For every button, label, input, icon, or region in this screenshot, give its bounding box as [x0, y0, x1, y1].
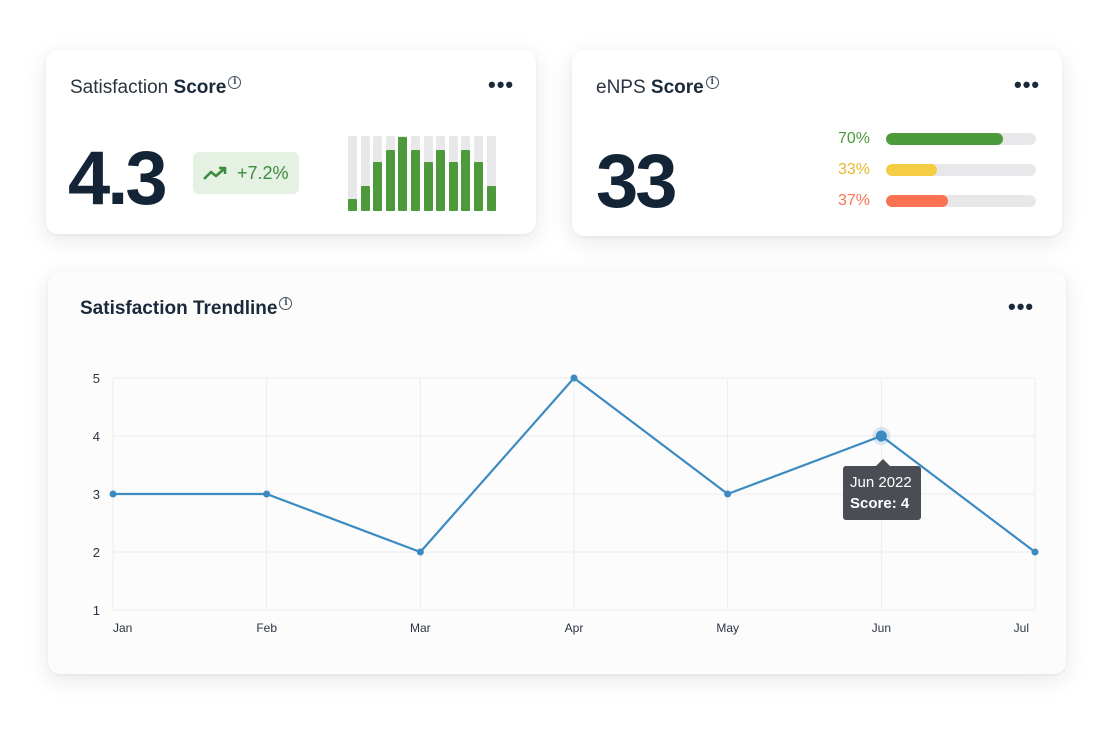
- data-point: [263, 490, 271, 498]
- y-tick-label: 3: [93, 487, 100, 502]
- enps-bar-track: [886, 195, 1036, 207]
- title-prefix: eNPS: [596, 77, 646, 98]
- mini-bar-fill: [448, 161, 458, 211]
- mini-bar-fill: [461, 149, 471, 211]
- y-tick-label: 1: [93, 603, 100, 618]
- enps-bar-fill: [886, 133, 1003, 145]
- satisfaction-score-title: Satisfaction Score i: [70, 76, 242, 99]
- mini-bar: [486, 136, 496, 211]
- enps-score-card: eNPS Score i ••• 33 70% 33% 37%: [572, 50, 1062, 236]
- change-badge: +7.2%: [193, 152, 299, 194]
- data-point: [570, 374, 578, 382]
- more-options-icon[interactable]: •••: [1014, 72, 1041, 97]
- data-point: [416, 548, 424, 556]
- trendline-chart: 1 2 3 4 5 Jan Feb Mar Apr May Jun Jul: [93, 371, 1039, 635]
- mini-bar-fill: [398, 136, 408, 211]
- mini-bar: [461, 136, 471, 211]
- mini-bar: [410, 136, 420, 211]
- x-tick-label: Jun: [872, 621, 891, 635]
- tooltip-date: Jun 2022: [850, 474, 912, 491]
- enps-row: 70%: [838, 130, 1036, 148]
- mini-bar: [436, 136, 446, 211]
- satisfaction-trendline-card: Satisfaction Trendline i ••• 1 2 3 4 5 Jan Feb M…: [48, 272, 1066, 674]
- x-tick-label: Mar: [410, 621, 431, 635]
- satisfaction-score-card: Satisfaction Score i ••• 4.3 +7.2%: [46, 50, 536, 234]
- enps-bar-fill: [886, 195, 948, 207]
- title-prefix: Satisfaction: [70, 77, 169, 98]
- enps-row: 33%: [838, 161, 1036, 179]
- trend-up-icon: [203, 166, 227, 180]
- mini-bar: [385, 136, 395, 211]
- mini-bar-fill: [473, 161, 483, 211]
- mini-bar-fill: [348, 199, 357, 211]
- satisfaction-value: 4.3: [68, 136, 168, 221]
- trendline-title: Satisfaction Trendline i: [80, 297, 293, 320]
- mini-bar: [473, 136, 483, 211]
- tooltip-score: Score: 4: [850, 495, 910, 512]
- enps-percent: 70%: [838, 130, 871, 147]
- change-value: +7.2%: [237, 162, 289, 183]
- enps-percent: 33%: [838, 161, 871, 178]
- x-tick-label: Jan: [113, 621, 132, 635]
- mini-bar: [448, 136, 458, 211]
- x-tick-label: May: [716, 621, 739, 635]
- y-tick-label: 5: [93, 371, 100, 386]
- trendline-title-text: Satisfaction Trendline: [80, 298, 278, 319]
- data-point: [724, 490, 732, 498]
- mini-bar: [423, 136, 433, 211]
- info-icon[interactable]: i: [279, 297, 293, 310]
- mini-bar-fill: [486, 186, 496, 211]
- y-tick-label: 2: [93, 545, 100, 560]
- enps-bar-track: [886, 133, 1036, 145]
- mini-bar-chart: [348, 136, 512, 211]
- x-tick-label: Jul: [1014, 621, 1029, 635]
- mini-bar-fill: [373, 161, 383, 211]
- title-bold: Score: [650, 77, 704, 98]
- mini-bar: [398, 136, 408, 211]
- enps-bar-fill: [886, 164, 937, 176]
- data-point: [1031, 548, 1039, 556]
- enps-score-title: eNPS Score i: [596, 76, 719, 99]
- data-point: [109, 490, 117, 498]
- info-icon[interactable]: i: [228, 76, 242, 89]
- mini-bar-fill: [360, 186, 370, 211]
- more-options-icon[interactable]: •••: [488, 72, 515, 97]
- y-tick-label: 4: [93, 429, 100, 444]
- enps-row: 37%: [838, 192, 1036, 210]
- info-icon[interactable]: i: [705, 76, 719, 89]
- enps-bar-track: [886, 164, 1036, 176]
- enps-percent: 37%: [838, 192, 871, 209]
- data-point: [875, 430, 887, 442]
- x-tick-label: Feb: [256, 621, 277, 635]
- title-bold: Score: [173, 77, 227, 98]
- mini-bar-fill: [385, 149, 395, 211]
- mini-bar: [373, 136, 383, 211]
- mini-bar-fill: [410, 149, 420, 211]
- mini-bar-fill: [423, 161, 433, 211]
- enps-value: 33: [596, 139, 678, 224]
- x-tick-label: Apr: [565, 621, 584, 635]
- mini-bar: [360, 136, 370, 211]
- mini-bar: [348, 136, 357, 211]
- chart-tooltip: Jun 2022 Score: 4: [843, 459, 921, 520]
- mini-bar-fill: [436, 149, 446, 211]
